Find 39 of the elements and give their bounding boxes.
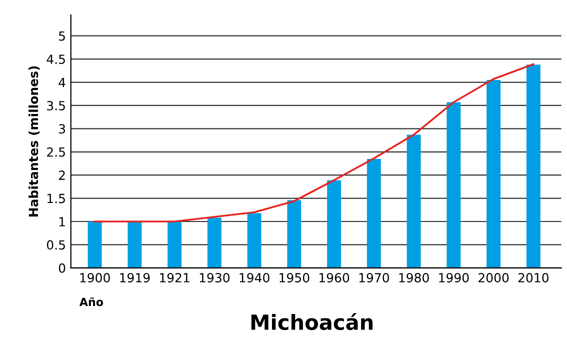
y-tick-label: 1: [59, 217, 65, 226]
x-tick-label: 1921: [160, 273, 190, 282]
x-tick-label: 1970: [359, 273, 389, 282]
bar: [88, 222, 102, 268]
text: Año: [79, 297, 104, 306]
text: Michoacán: [251, 313, 373, 330]
y-tick-label: 2: [58, 170, 65, 180]
bar: [486, 80, 501, 268]
x-tick-label: 1930: [200, 273, 230, 282]
y-tick-label: 0: [58, 263, 66, 273]
bar: [207, 218, 222, 268]
x-tick-label: 1919: [120, 273, 150, 282]
bar: [327, 180, 342, 268]
bar: [247, 213, 262, 268]
y-tick-label: 3: [59, 124, 66, 134]
bar: [366, 158, 381, 268]
y-tick-label: 4: [58, 78, 66, 88]
x-tick-label: 1950: [280, 273, 310, 282]
bar: [406, 134, 421, 268]
x-tick-label: 1990: [439, 273, 469, 282]
x-tick-label: 1980: [399, 273, 429, 282]
x-tick-label: 2010: [518, 273, 548, 282]
bar: [287, 200, 302, 268]
y-tick-label: 3.5: [47, 100, 65, 110]
y-axis-title: Habitantes (millones): [28, 66, 40, 216]
x-tick-label: 1940: [240, 273, 270, 282]
x-tick-label: 1900: [80, 273, 110, 282]
bar: [446, 102, 461, 268]
y-tick-label: 4.5: [46, 54, 65, 64]
line-series: [94, 63, 534, 222]
y-tick-label: 2.5: [47, 147, 65, 157]
y-tick-label: 0.5: [46, 240, 65, 250]
y-tick-label: 5: [59, 31, 65, 41]
x-tick-label: 1960: [320, 273, 350, 282]
x-tick-label: 2000: [478, 273, 509, 282]
bar: [526, 64, 540, 268]
bar: [168, 222, 182, 268]
y-tick-label: 1.5: [48, 194, 65, 204]
bar: [128, 222, 142, 268]
